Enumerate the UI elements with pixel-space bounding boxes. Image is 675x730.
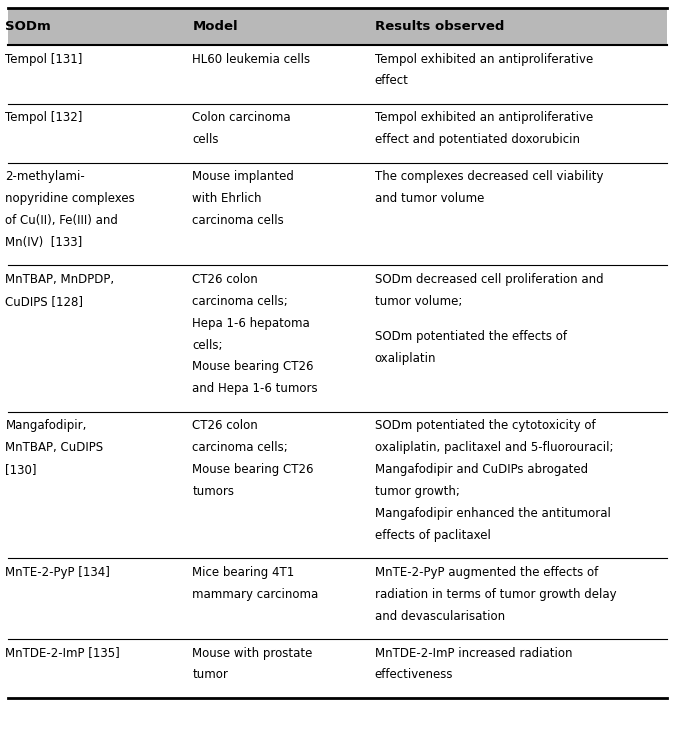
Text: tumor growth;: tumor growth; xyxy=(375,485,460,498)
Text: and Hepa 1-6 tumors: and Hepa 1-6 tumors xyxy=(192,383,318,396)
Text: Mangafodipir and CuDIPs abrogated: Mangafodipir and CuDIPs abrogated xyxy=(375,463,588,476)
Text: tumor volume;: tumor volume; xyxy=(375,295,462,308)
Text: Hepa 1-6 hepatoma: Hepa 1-6 hepatoma xyxy=(192,317,310,330)
Text: effect: effect xyxy=(375,74,408,88)
Text: SODm potentiated the cytotoxicity of: SODm potentiated the cytotoxicity of xyxy=(375,419,595,432)
Text: cells;: cells; xyxy=(192,339,223,352)
Text: tumors: tumors xyxy=(192,485,234,498)
Text: oxaliplatin, paclitaxel and 5-fluorouracil;: oxaliplatin, paclitaxel and 5-fluorourac… xyxy=(375,441,613,454)
Text: carcinoma cells: carcinoma cells xyxy=(192,214,284,227)
Text: MnTE-2-PyP [134]: MnTE-2-PyP [134] xyxy=(5,566,110,579)
Text: Tempol exhibited an antiproliferative: Tempol exhibited an antiproliferative xyxy=(375,53,593,66)
Text: and devascularisation: and devascularisation xyxy=(375,610,505,623)
Text: Model: Model xyxy=(192,20,238,33)
Text: Mouse with prostate: Mouse with prostate xyxy=(192,647,313,659)
Text: of Cu(II), Fe(III) and: of Cu(II), Fe(III) and xyxy=(5,214,118,227)
Text: Results observed: Results observed xyxy=(375,20,504,33)
Text: with Ehrlich: with Ehrlich xyxy=(192,192,262,205)
Text: cells: cells xyxy=(192,134,219,146)
Text: MnTBAP, MnDPDP,: MnTBAP, MnDPDP, xyxy=(5,273,115,286)
Text: SODm potentiated the effects of: SODm potentiated the effects of xyxy=(375,330,566,343)
Text: MnTE-2-PyP augmented the effects of: MnTE-2-PyP augmented the effects of xyxy=(375,566,598,579)
Text: effect and potentiated doxorubicin: effect and potentiated doxorubicin xyxy=(375,134,580,146)
Text: Tempol exhibited an antiproliferative: Tempol exhibited an antiproliferative xyxy=(375,112,593,124)
Text: Mice bearing 4T1: Mice bearing 4T1 xyxy=(192,566,294,579)
Bar xyxy=(8,8,667,45)
Text: Mangafodipir,: Mangafodipir, xyxy=(5,419,87,432)
Text: HL60 leukemia cells: HL60 leukemia cells xyxy=(192,53,310,66)
Text: CT26 colon: CT26 colon xyxy=(192,419,258,432)
Text: nopyridine complexes: nopyridine complexes xyxy=(5,192,135,205)
Text: Mouse implanted: Mouse implanted xyxy=(192,170,294,183)
Text: MnTDE-2-ImP increased radiation: MnTDE-2-ImP increased radiation xyxy=(375,647,572,659)
Text: 2-methylami-: 2-methylami- xyxy=(5,170,85,183)
Text: CuDIPS [128]: CuDIPS [128] xyxy=(5,295,84,308)
Text: The complexes decreased cell viability: The complexes decreased cell viability xyxy=(375,170,603,183)
Text: CT26 colon: CT26 colon xyxy=(192,273,258,286)
Text: SODm: SODm xyxy=(5,20,51,33)
Text: effectiveness: effectiveness xyxy=(375,669,453,681)
Text: Mouse bearing CT26: Mouse bearing CT26 xyxy=(192,463,314,476)
Text: effects of paclitaxel: effects of paclitaxel xyxy=(375,529,491,542)
Text: carcinoma cells;: carcinoma cells; xyxy=(192,441,288,454)
Text: tumor: tumor xyxy=(192,669,228,681)
Text: and tumor volume: and tumor volume xyxy=(375,192,484,205)
Text: MnTBAP, CuDIPS: MnTBAP, CuDIPS xyxy=(5,441,103,454)
Text: MnTDE-2-ImP [135]: MnTDE-2-ImP [135] xyxy=(5,647,120,659)
Text: Mangafodipir enhanced the antitumoral: Mangafodipir enhanced the antitumoral xyxy=(375,507,610,520)
Text: Tempol [132]: Tempol [132] xyxy=(5,112,83,124)
Text: Mn(IV)  [133]: Mn(IV) [133] xyxy=(5,236,82,249)
Text: carcinoma cells;: carcinoma cells; xyxy=(192,295,288,308)
Text: Colon carcinoma: Colon carcinoma xyxy=(192,112,291,124)
Text: SODm decreased cell proliferation and: SODm decreased cell proliferation and xyxy=(375,273,603,286)
Text: [130]: [130] xyxy=(5,463,37,476)
Text: radiation in terms of tumor growth delay: radiation in terms of tumor growth delay xyxy=(375,588,616,601)
Text: oxaliplatin: oxaliplatin xyxy=(375,352,436,365)
Text: Mouse bearing CT26: Mouse bearing CT26 xyxy=(192,361,314,374)
Text: mammary carcinoma: mammary carcinoma xyxy=(192,588,319,601)
Text: Tempol [131]: Tempol [131] xyxy=(5,53,83,66)
